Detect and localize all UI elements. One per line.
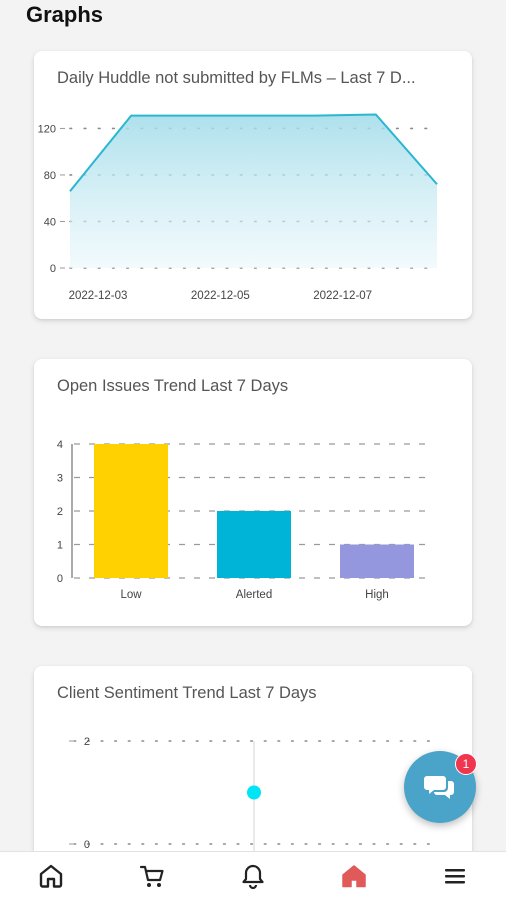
x-tick-label: Alerted (236, 589, 272, 601)
bar-low (94, 444, 168, 578)
home-filled-icon (342, 865, 366, 888)
series-line (69, 113, 438, 192)
open-issues-bar-chart: 0 1 2 3 4 Low Alerted High (57, 439, 426, 601)
y-tick-label: 4 (57, 439, 63, 451)
client-sentiment-scatter-chart: 02 (69, 736, 435, 866)
nav-menu-button[interactable] (425, 852, 485, 900)
data-point (247, 785, 261, 800)
bottom-nav (0, 851, 506, 900)
y-tick-label: 0 (57, 573, 63, 585)
chat-bubbles-icon (424, 776, 454, 799)
y-tick-label: 0 (50, 263, 56, 275)
bar-alerted (217, 511, 291, 578)
y-tick-label: 120 (38, 123, 56, 135)
x-tick-label: 2022-12-03 (69, 290, 128, 302)
y-tick-label: 0 (84, 839, 90, 851)
x-tick-label: High (365, 589, 389, 601)
y-tick-label: 3 (57, 473, 63, 485)
nav-cart-button[interactable] (122, 852, 182, 900)
huddle-area-chart: 0 40 80 120 2022-12-03 2022-12-05 2022-12-07 (38, 113, 438, 302)
area-fill (70, 114, 437, 268)
y-tick-label: 1 (57, 540, 63, 552)
bell-icon (242, 864, 264, 890)
cart-icon (139, 865, 164, 887)
huddle-chart-card: Daily Huddle not submitted by FLMs – Las… (34, 51, 472, 319)
home-outline-icon (39, 864, 62, 888)
page-title: Graphs (26, 2, 104, 27)
y-tick-label: 2 (57, 506, 63, 518)
nav-notifications-button[interactable] (223, 852, 283, 900)
y-tick-label: 80 (44, 170, 56, 182)
menu-icon (445, 869, 466, 884)
bar-high (340, 544, 414, 578)
y-tick-label: 2 (84, 736, 90, 748)
nav-home-button[interactable] (21, 852, 81, 900)
x-tick-label: Low (120, 589, 142, 601)
notification-badge: 1 (455, 753, 477, 775)
y-tick-label: 40 (44, 216, 56, 228)
nav-dashboard-button[interactable] (324, 852, 384, 900)
open-issues-chart-card: Open Issues Trend Last 7 Days 0 1 2 3 4 Low Al… (34, 359, 472, 626)
x-tick-label: 2022-12-05 (191, 290, 250, 302)
x-tick-label: 2022-12-07 (313, 290, 372, 302)
